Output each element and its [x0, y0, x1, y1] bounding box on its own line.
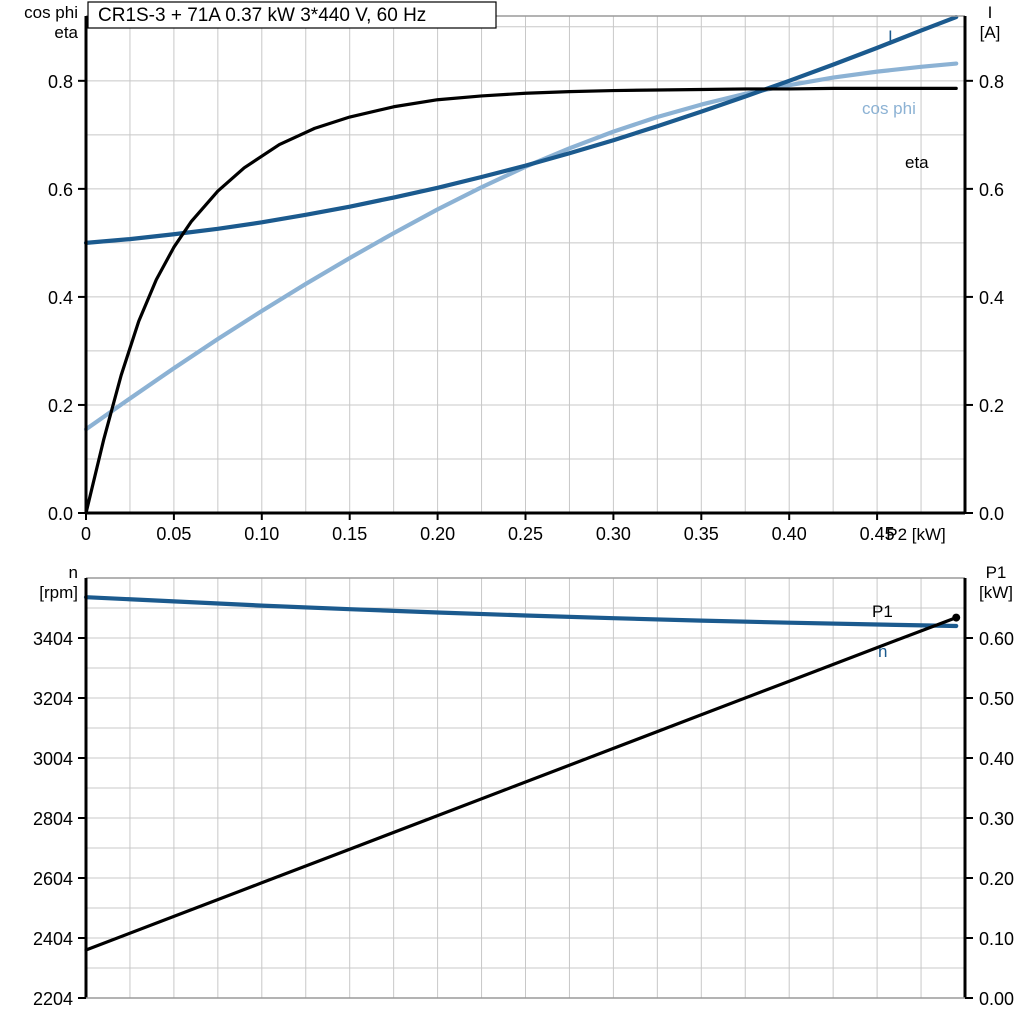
yaxis-left-title-line1: cos phi — [24, 3, 78, 22]
curve-label-n: n — [878, 642, 887, 661]
ytick-label-right: 0.00 — [979, 989, 1014, 1009]
datapoint-marker-P1 — [952, 613, 961, 622]
curve-cos-phi — [83, 61, 959, 432]
top-panel: 0 0.05 0.10 0.15 0.20 0.25 0.30 0.35 0.40 0.45P2 … — [24, 1, 1004, 544]
ytick-label-right: 0.20 — [979, 869, 1014, 889]
xtick-label: 0.20 — [420, 524, 455, 544]
ytick-label-right: 0.4 — [979, 288, 1004, 308]
ytick-label-right: 0.6 — [979, 180, 1004, 200]
ytick-label-left: 0.6 — [48, 180, 73, 200]
curve-label-P1: P1 — [872, 602, 893, 621]
ytick-label-left: 2204 — [33, 989, 73, 1009]
chart-title: CR1S-3 + 71A 0.37 kW 3*440 V, 60 Hz — [98, 5, 426, 26]
yaxis-left-title-line2: eta — [54, 23, 78, 42]
ytick-label-right: 0.30 — [979, 809, 1014, 829]
ytick-label-left: 3404 — [33, 629, 73, 649]
xaxis-title: P2 [kW] — [886, 525, 946, 544]
xtick-label: 0.30 — [596, 524, 631, 544]
ytick-label-left: 0.0 — [48, 504, 73, 524]
xtick-label: 0 — [81, 524, 91, 544]
ytick-label-left: 3204 — [33, 689, 73, 709]
ytick-label-right: 0.8 — [979, 72, 1004, 92]
yaxis-right-title-line1: P1 — [986, 563, 1007, 582]
ytick-label-right: 0.0 — [979, 504, 1004, 524]
ytick-label-left: 0.4 — [48, 288, 73, 308]
ytick-label-right: 0.10 — [979, 929, 1014, 949]
yaxis-left-title-line2: [rpm] — [39, 583, 78, 602]
curve-label-eta: eta — [905, 153, 929, 172]
ytick-label-left: 2804 — [33, 809, 73, 829]
xtick-label: 0.05 — [156, 524, 191, 544]
ytick-label-left: 3004 — [33, 749, 73, 769]
ytick-label-left: 2604 — [33, 869, 73, 889]
xtick-label: 0.40 — [772, 524, 807, 544]
chart-title-box: CR1S-3 + 71A 0.37 kW 3*440 V, 60 Hz — [87, 1, 497, 29]
ytick-label-left: 0.2 — [48, 396, 73, 416]
xtick-label: 0.45 — [860, 524, 895, 544]
yaxis-right-title-line2: [A] — [980, 23, 1001, 42]
yaxis-right-title-line2: [kW] — [979, 583, 1013, 602]
xtick-label: 0.15 — [332, 524, 367, 544]
curve-eta — [84, 86, 958, 515]
xtick-label: 0.35 — [684, 524, 719, 544]
ytick-label-right: 0.2 — [979, 396, 1004, 416]
ytick-label-right: 0.40 — [979, 749, 1014, 769]
curve-n — [83, 595, 959, 629]
chart-title-border — [87, 1, 497, 29]
ytick-label-left: 2404 — [33, 929, 73, 949]
ytick-label-left: 0.8 — [48, 72, 73, 92]
curve-label-I: I — [888, 27, 893, 46]
curve-label-cos-phi: cos phi — [862, 99, 916, 118]
ytick-label-right: 0.60 — [979, 629, 1014, 649]
yaxis-right-title-line1: I — [988, 3, 993, 22]
xtick-label: 0.10 — [244, 524, 279, 544]
xtick-label: 0.25 — [508, 524, 543, 544]
yaxis-left-title-line1: n — [69, 563, 78, 582]
bottom-panel: 2204 2404 2604 2804 3004 3204 3404 0.00 0.10 0.20… — [33, 563, 1014, 1009]
curve-P1 — [84, 616, 958, 952]
ytick-label-right: 0.50 — [979, 689, 1014, 709]
curve-I — [83, 14, 959, 245]
